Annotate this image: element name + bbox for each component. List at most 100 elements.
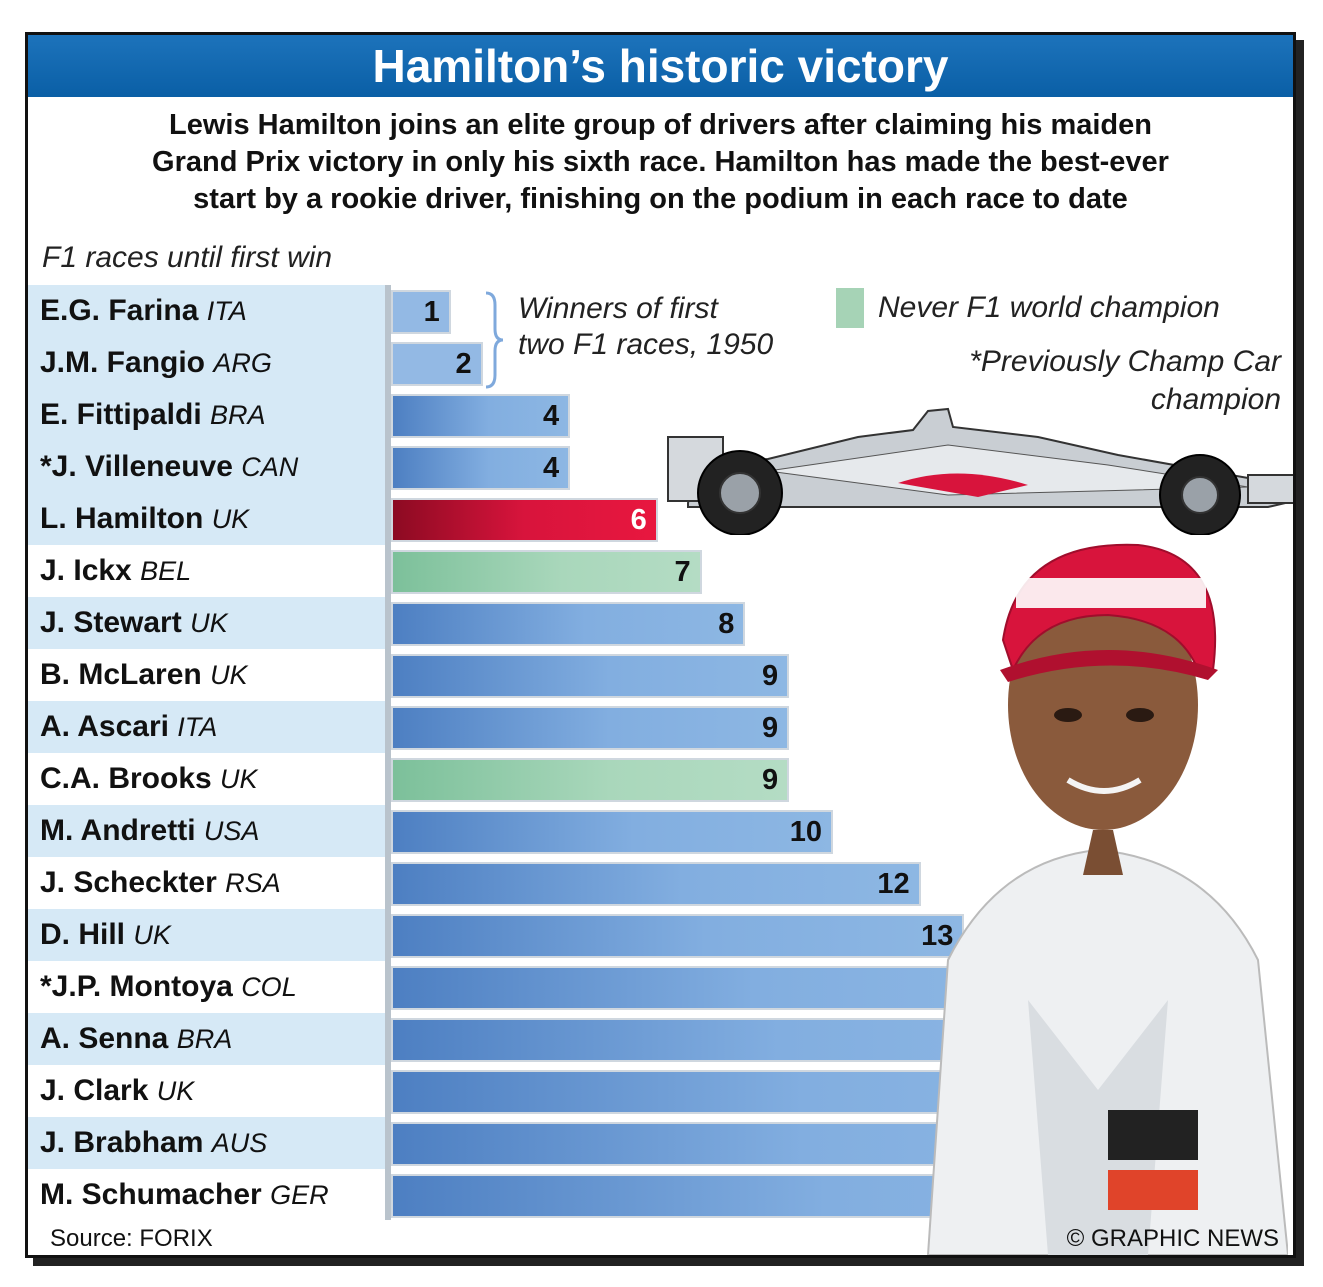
bar: 4 <box>393 396 569 436</box>
driver-label: J. Stewart UK <box>40 597 228 649</box>
driver-label: J. Clark UK <box>40 1065 194 1117</box>
driver-label: E.G. Farina ITA <box>40 285 247 337</box>
bar-value-label: 2 <box>455 348 472 380</box>
row-shading <box>28 1117 388 1169</box>
driver-name: J.M. Fangio <box>40 346 205 379</box>
winners-note: Winners of first two F1 races, 1950 <box>518 291 773 363</box>
bar-value-label: 8 <box>718 608 735 640</box>
table-row: *J.P. Montoya COL 15 <box>28 961 1293 1013</box>
row-shading <box>28 597 388 649</box>
driver-name: B. McLaren <box>40 658 202 691</box>
infographic-frame: Hamilton’s historic victory Lewis Hamilt… <box>25 32 1296 1258</box>
driver-name: M. Schumacher <box>40 1178 262 1211</box>
table-row: C.A. Brooks UK 9 <box>28 753 1293 805</box>
row-shading <box>28 285 388 337</box>
table-row: A. Ascari ITA 9 <box>28 701 1293 753</box>
intro-line: Lewis Hamilton joins an elite group of d… <box>169 109 1152 141</box>
driver-label: *J. Villeneuve CAN <box>40 441 298 493</box>
row-shading <box>28 337 388 389</box>
driver-name: C.A. Brooks <box>40 762 212 795</box>
bar: 2 <box>393 344 481 384</box>
bar: 7 <box>393 552 700 592</box>
driver-label: A. Senna BRA <box>40 1013 232 1065</box>
driver-label: J. Ickx BEL <box>40 545 191 597</box>
driver-name: J. Ickx <box>40 554 132 587</box>
driver-country: UK <box>133 920 171 950</box>
bar-value-label: 9 <box>762 764 779 796</box>
table-row: L. Hamilton UK 6 <box>28 493 1293 545</box>
bar: 4 <box>393 448 569 488</box>
table-row: J. Scheckter RSA 12 <box>28 857 1293 909</box>
table-row: B. McLaren UK 9 <box>28 649 1293 701</box>
intro-line: start by a rookie driver, finishing on t… <box>193 183 1128 215</box>
row-shading <box>28 441 388 493</box>
credit-note: © GRAPHIC NEWS <box>1066 1225 1279 1252</box>
driver-name: *J. Villeneuve <box>40 450 233 483</box>
table-row: J. Stewart UK 8 <box>28 597 1293 649</box>
driver-name: E.G. Farina <box>40 294 199 327</box>
driver-country: RSA <box>225 868 281 898</box>
driver-country: BRA <box>210 400 266 430</box>
bar-value-label: 9 <box>762 712 779 744</box>
driver-label: A. Ascari ITA <box>40 701 217 753</box>
bar: 1 <box>393 292 449 332</box>
bar-value-label: 9 <box>762 660 779 692</box>
bar-value-label: 4 <box>543 452 560 484</box>
bar: 13 <box>393 916 963 956</box>
driver-country: CAN <box>241 452 299 482</box>
bar-value-label: 7 <box>674 556 691 588</box>
bar-value-label: 10 <box>789 816 822 848</box>
bar-value-label: 6 <box>630 504 647 536</box>
f1-car-illustration <box>667 407 1293 535</box>
driver-label: *J.P. Montoya COL <box>40 961 297 1013</box>
axis-caption: F1 races until first win <box>42 241 333 274</box>
bar: 9 <box>393 656 788 696</box>
driver-label: J. Scheckter RSA <box>40 857 281 909</box>
driver-portrait <box>926 543 1288 1255</box>
driver-name: D. Hill <box>40 918 126 951</box>
driver-country: UK <box>220 764 258 794</box>
driver-label: B. McLaren UK <box>40 649 248 701</box>
driver-country: ITA <box>206 296 247 326</box>
row-shading <box>28 805 388 857</box>
table-row: J.M. Fangio ARG 2 <box>28 337 1293 389</box>
driver-country: ITA <box>177 712 218 742</box>
page-title: Hamilton’s historic victory <box>372 40 949 92</box>
bar-value-label: 12 <box>877 868 910 900</box>
driver-country: USA <box>203 816 260 846</box>
driver-name: L. Hamilton <box>40 502 204 535</box>
driver-name: J. Stewart <box>40 606 182 639</box>
driver-country: UK <box>156 1076 195 1106</box>
driver-label: M. Andretti USA <box>40 805 259 857</box>
driver-label: E. Fittipaldi BRA <box>40 389 266 441</box>
driver-country: COL <box>241 972 297 1002</box>
row-shading <box>28 389 388 441</box>
driver-country: BRA <box>176 1024 233 1054</box>
driver-label: D. Hill UK <box>40 909 171 961</box>
row-shading <box>28 1013 388 1065</box>
champcar-note-line: *Previously Champ Car <box>969 345 1281 378</box>
driver-label: J. Brabham AUS <box>40 1117 267 1169</box>
table-row: J. Ickx BEL 7 <box>28 545 1293 597</box>
driver-country: UK <box>190 608 228 638</box>
winners-note-line: two F1 races, 1950 <box>518 328 774 361</box>
legend-label: Never F1 world champion <box>878 291 1220 324</box>
driver-label: J.M. Fangio ARG <box>40 337 272 389</box>
bar-value-label: 1 <box>423 296 440 328</box>
bar: 6 <box>393 500 656 540</box>
driver-country: BEL <box>140 556 192 586</box>
table-row: *J. Villeneuve CAN 4 <box>28 441 1293 493</box>
table-row: E.G. Farina ITA 1 <box>28 285 1293 337</box>
row-shading <box>28 493 388 545</box>
bar: 9 <box>393 708 788 748</box>
bar: 15 <box>393 968 1050 1008</box>
table-row: M. Andretti USA 10 <box>28 805 1293 857</box>
axis-line <box>385 285 391 1220</box>
title-bar: Hamilton’s historic victory <box>28 35 1293 97</box>
table-row: A. Senna BRA16 <box>28 1013 1293 1065</box>
driver-label: M. Schumacher GER <box>40 1169 329 1221</box>
table-row: E. Fittipaldi BRA 4 <box>28 389 1293 441</box>
driver-name: A. Ascari <box>40 710 169 743</box>
legend-swatch <box>836 288 864 328</box>
winners-note-line: Winners of first <box>518 292 718 325</box>
